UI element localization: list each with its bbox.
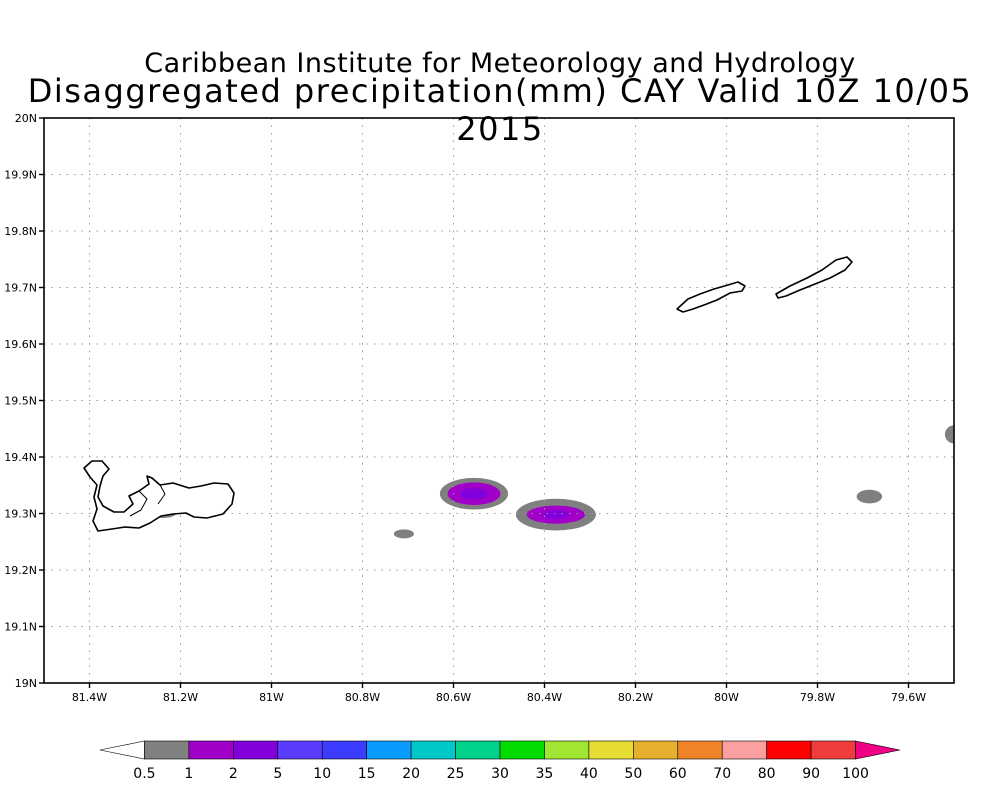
legend-label: 30 (491, 766, 509, 782)
legend-swatch (499, 740, 545, 760)
legend-swatch (721, 740, 767, 760)
precip-cell (856, 489, 883, 504)
precipitation-layer (148, 425, 954, 539)
legend-swatch (455, 740, 501, 760)
y-tick-label: 19.2N (4, 564, 37, 577)
y-tick-label: 19N (15, 677, 37, 690)
legend-label: 0.5 (133, 766, 155, 782)
legend-label: 25 (447, 766, 465, 782)
legend-swatch (366, 740, 412, 760)
x-tick-label: 79.6W (891, 691, 926, 704)
precip-cell (460, 488, 488, 500)
legend-swatch (188, 740, 234, 760)
y-tick-label: 19.8N (4, 225, 37, 238)
legend-label: 5 (273, 766, 282, 782)
legend-swatch (233, 740, 279, 760)
legend-label: 80 (758, 766, 776, 782)
chart-subtitle: Disaggregated precipitation(mm) CAY Vali… (27, 72, 973, 148)
x-tick-label: 80.6W (436, 691, 471, 704)
y-tick-label: 20N (15, 112, 37, 125)
legend-swatch (144, 740, 190, 760)
legend-swatch (321, 740, 367, 760)
axis-ticks: 81.4W 81.2W 81W 80.8W 80.6W 80.4W 80.2W 80W 79.8… (4, 112, 926, 704)
legend-swatch (277, 740, 323, 760)
legend-swatch (588, 740, 634, 760)
legend-overflow-triangle (855, 740, 901, 760)
legend-label: 1 (184, 766, 193, 782)
legend-label: 100 (842, 766, 869, 782)
y-tick-label: 19.6N (4, 338, 37, 351)
cayman-brac-island (775, 256, 853, 299)
legend-label: 60 (669, 766, 687, 782)
legend-label: 90 (802, 766, 820, 782)
x-tick-label: 80.4W (527, 691, 562, 704)
legend-label: 10 (313, 766, 331, 782)
y-tick-label: 19.1N (4, 621, 37, 634)
legend-label: 15 (358, 766, 376, 782)
legend-swatch (410, 740, 456, 760)
grand-cayman-inlet (129, 484, 166, 517)
precip-cell (944, 425, 954, 444)
legend-swatch (766, 740, 812, 760)
chart-title: Caribbean Institute for Meteorology and … (144, 48, 856, 79)
y-tick-label: 19.3N (4, 508, 37, 521)
x-tick-label: 80W (714, 691, 739, 704)
legend-swatch (544, 740, 590, 760)
legend-underflow-triangle (99, 740, 145, 760)
x-tick-label: 81.2W (163, 691, 198, 704)
legend-label: 40 (580, 766, 598, 782)
legend-label: 35 (536, 766, 554, 782)
color-legend: 0.5 1 2 5 10 15 20 25 30 35 40 50 60 70 80 90 100 (99, 740, 901, 782)
legend-label: 70 (713, 766, 731, 782)
legend-label: 20 (402, 766, 420, 782)
y-tick-label: 19.4N (4, 451, 37, 464)
precip-cell (543, 510, 569, 520)
x-tick-label: 79.8W (800, 691, 835, 704)
legend-swatch (810, 740, 856, 760)
legend-label: 2 (229, 766, 238, 782)
y-tick-label: 19.9N (4, 169, 37, 182)
x-tick-label: 81.4W (72, 691, 107, 704)
grand-cayman-island (83, 460, 235, 532)
x-tick-label: 80.2W (618, 691, 653, 704)
x-tick-label: 81W (259, 691, 284, 704)
grid-lines (44, 118, 954, 683)
little-cayman-island (676, 281, 746, 313)
legend-swatch (677, 740, 723, 760)
y-tick-label: 19.5N (4, 395, 37, 408)
y-tick-label: 19.7N (4, 282, 37, 295)
precip-cell (393, 529, 414, 539)
legend-swatch (633, 740, 679, 760)
x-tick-label: 80.8W (345, 691, 380, 704)
coastlines (83, 256, 853, 532)
legend-label: 50 (624, 766, 642, 782)
